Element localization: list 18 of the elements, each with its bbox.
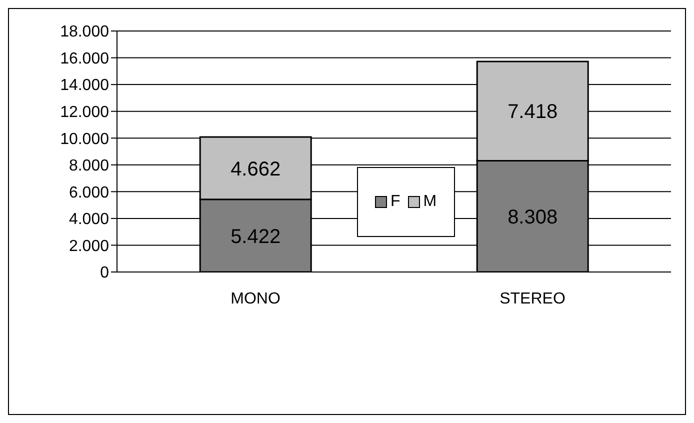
y-tick-label: 14.000 bbox=[60, 77, 110, 94]
data-label: 5.422 bbox=[230, 226, 281, 248]
legend-label: M bbox=[423, 193, 437, 211]
legend-label: F bbox=[390, 193, 400, 211]
y-tick-label: 8.000 bbox=[68, 158, 110, 175]
data-label: 4.662 bbox=[230, 158, 281, 180]
y-tick-label: 2.000 bbox=[68, 238, 110, 255]
x-tick-label: STEREO bbox=[500, 290, 566, 308]
y-tick-label: 12.000 bbox=[60, 104, 110, 122]
data-label: 8.308 bbox=[508, 206, 558, 228]
data-label: 7.418 bbox=[508, 101, 558, 124]
y-tick-label: 16.000 bbox=[60, 50, 110, 68]
y-tick-label: 6.000 bbox=[68, 184, 110, 202]
y-tick-label: 4.000 bbox=[68, 211, 110, 228]
x-tick-label: MONO bbox=[230, 290, 280, 308]
y-tick-label: 18.000 bbox=[60, 24, 110, 41]
y-tick-label: 10.000 bbox=[60, 130, 110, 148]
y-tick-label: 0 bbox=[100, 264, 110, 282]
